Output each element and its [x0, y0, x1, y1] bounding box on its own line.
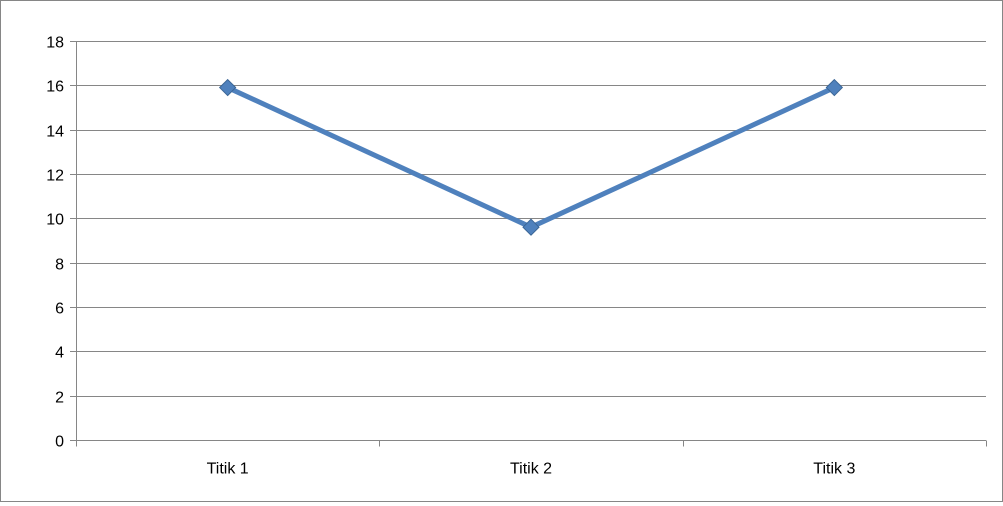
x-tick-label: Titik 2 — [510, 461, 552, 478]
y-tick-label: 4 — [55, 345, 64, 362]
x-tick-label: Titik 3 — [813, 461, 855, 478]
series-line — [225, 85, 837, 230]
y-tick-label: 10 — [46, 212, 64, 229]
y-tick-label: 18 — [46, 35, 64, 52]
y-tick-label: 0 — [55, 434, 64, 451]
data-point-marker — [825, 78, 844, 97]
y-tick-label: 8 — [55, 257, 64, 274]
y-tick-label: 6 — [55, 301, 64, 318]
data-point-marker — [522, 218, 540, 236]
y-tick-label: 2 — [55, 390, 64, 407]
y-tick-label: 12 — [46, 168, 64, 185]
x-tick-label: Titik 1 — [207, 461, 249, 478]
y-tick-label: 16 — [46, 79, 64, 96]
y-tick-label: 14 — [46, 124, 64, 141]
data-point-marker — [218, 78, 237, 97]
